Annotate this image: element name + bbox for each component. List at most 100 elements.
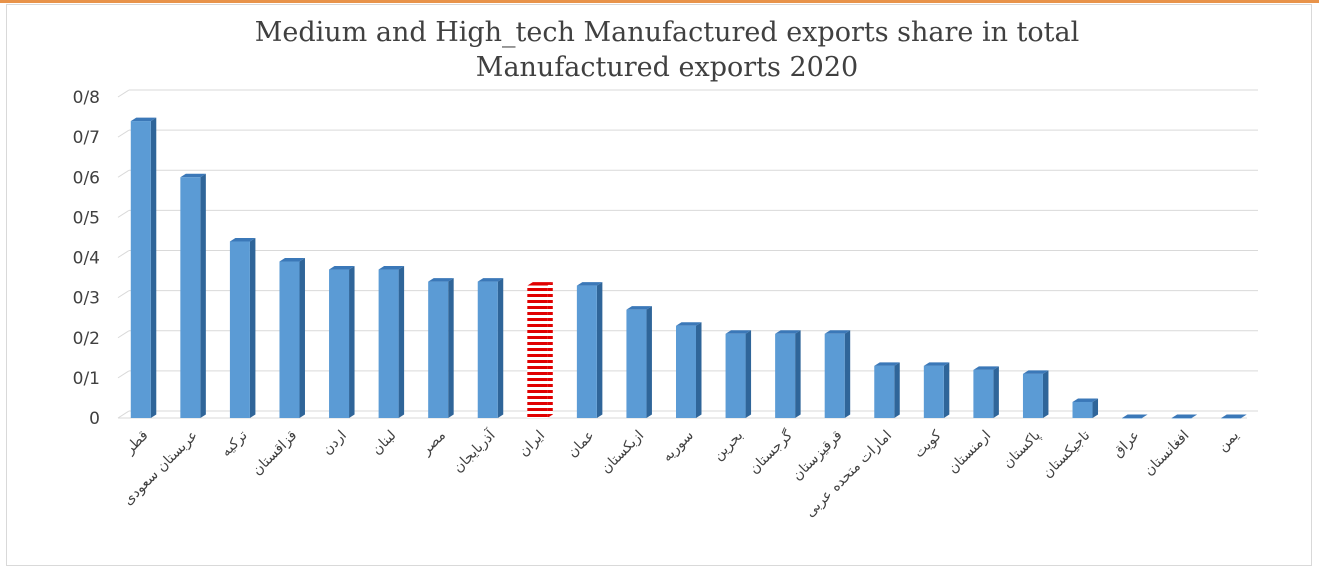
x-tick-label: سوریه (659, 428, 697, 466)
bar-top (973, 366, 999, 370)
y-tick-label: 0/5 (73, 208, 100, 228)
x-tick-label: کویت (911, 427, 945, 461)
bar-front (229, 241, 250, 418)
bar (1072, 398, 1099, 418)
x-tick-label: ازبکستان (598, 428, 647, 477)
bar (229, 237, 256, 418)
bar-front (923, 365, 944, 418)
bar-top (329, 266, 355, 270)
y-tick-label: 0/1 (73, 369, 100, 389)
bars (130, 117, 1247, 419)
bar-top (1022, 370, 1049, 374)
gridline-depth (117, 89, 130, 98)
bar (824, 330, 851, 418)
bar-side (894, 362, 900, 418)
bar-front (477, 281, 498, 418)
bar-side (150, 117, 157, 418)
x-tick-label: مصر (418, 428, 449, 459)
bar-front (378, 269, 399, 418)
bar (725, 330, 752, 418)
bar-top (229, 237, 256, 242)
bar-top (626, 306, 652, 310)
bar-top (130, 117, 157, 122)
bar-front (329, 269, 350, 418)
bar-top (725, 330, 752, 334)
x-tick-label: افغانستان (1141, 428, 1192, 479)
bar-front (725, 333, 746, 418)
gridline-depth (117, 290, 130, 299)
bar-side (596, 282, 603, 418)
y-tick-label: 0/7 (73, 128, 100, 148)
y-tick-label: 0/3 (73, 289, 100, 309)
x-tick-label: عمان (564, 428, 597, 461)
x-tick-label: ارمنستان (945, 428, 994, 477)
bar-top (576, 282, 603, 286)
bar-front (1171, 418, 1192, 419)
bar-top (1221, 414, 1247, 418)
bar-side (497, 278, 504, 418)
y-tick-label: 0/6 (73, 168, 100, 188)
chart-frame (6, 4, 1312, 566)
bar-side (1042, 370, 1049, 418)
bar (1221, 414, 1247, 419)
bar-front (130, 121, 151, 418)
bar (576, 282, 603, 418)
bar-front (180, 177, 201, 418)
bar-top (923, 362, 950, 366)
x-tick-label: ایران (516, 428, 548, 460)
bar-top (1171, 414, 1198, 418)
x-tick-label: بحرین (710, 428, 746, 464)
x-tick-label: ترکیه (218, 427, 251, 460)
x-tick-label: عراق (1110, 428, 1143, 461)
bar-side (745, 330, 752, 418)
bar-front (973, 369, 994, 418)
y-tick-label: 0/8 (73, 88, 100, 108)
chart-title-line-1: Medium and High_tech Manufactured export… (255, 17, 1080, 48)
bar-top (1072, 398, 1099, 402)
x-tick-label: آذربایجان (449, 426, 499, 476)
bar-top (428, 278, 454, 282)
bar (378, 266, 405, 418)
bar-side (398, 266, 405, 418)
bar-top (824, 330, 851, 334)
bar-side (349, 266, 355, 418)
bar-front (775, 333, 796, 418)
bar-side (844, 330, 851, 418)
x-tick-label: گرجستان (746, 427, 797, 478)
gridline-depth (117, 250, 130, 258)
bar (1022, 370, 1049, 418)
bar-side (696, 322, 702, 418)
bar (676, 322, 702, 418)
bar-side (448, 278, 454, 418)
bar-front (824, 333, 845, 418)
bar-top (1122, 414, 1148, 418)
gridline-depth (117, 370, 130, 379)
y-tick-label: 0/4 (73, 249, 100, 269)
bar-side (993, 366, 999, 418)
bar (130, 117, 157, 418)
bar (626, 306, 652, 418)
bar-front (626, 309, 647, 418)
bar (527, 282, 553, 418)
gridline-depth (117, 169, 130, 178)
gridline-depth (117, 129, 130, 138)
x-tick-label: لبنان (369, 428, 400, 459)
bar (973, 366, 999, 418)
bar-top (477, 278, 504, 282)
bar-top (874, 362, 900, 366)
bar-side (249, 237, 256, 418)
bar (180, 173, 206, 418)
bar-front (1072, 401, 1093, 418)
bar-front (428, 281, 449, 418)
x-tick-label: قزاقستان (249, 428, 300, 479)
chart-title-line-2: Manufactured exports 2020 (476, 52, 858, 83)
bar-front (874, 365, 895, 418)
bar (279, 258, 305, 418)
x-tick-label: تاجیکستان (1040, 427, 1094, 481)
x-tick-label: اردن (319, 428, 350, 459)
bar-front (576, 285, 597, 418)
bar-side (547, 282, 553, 418)
bar-side (299, 258, 305, 418)
